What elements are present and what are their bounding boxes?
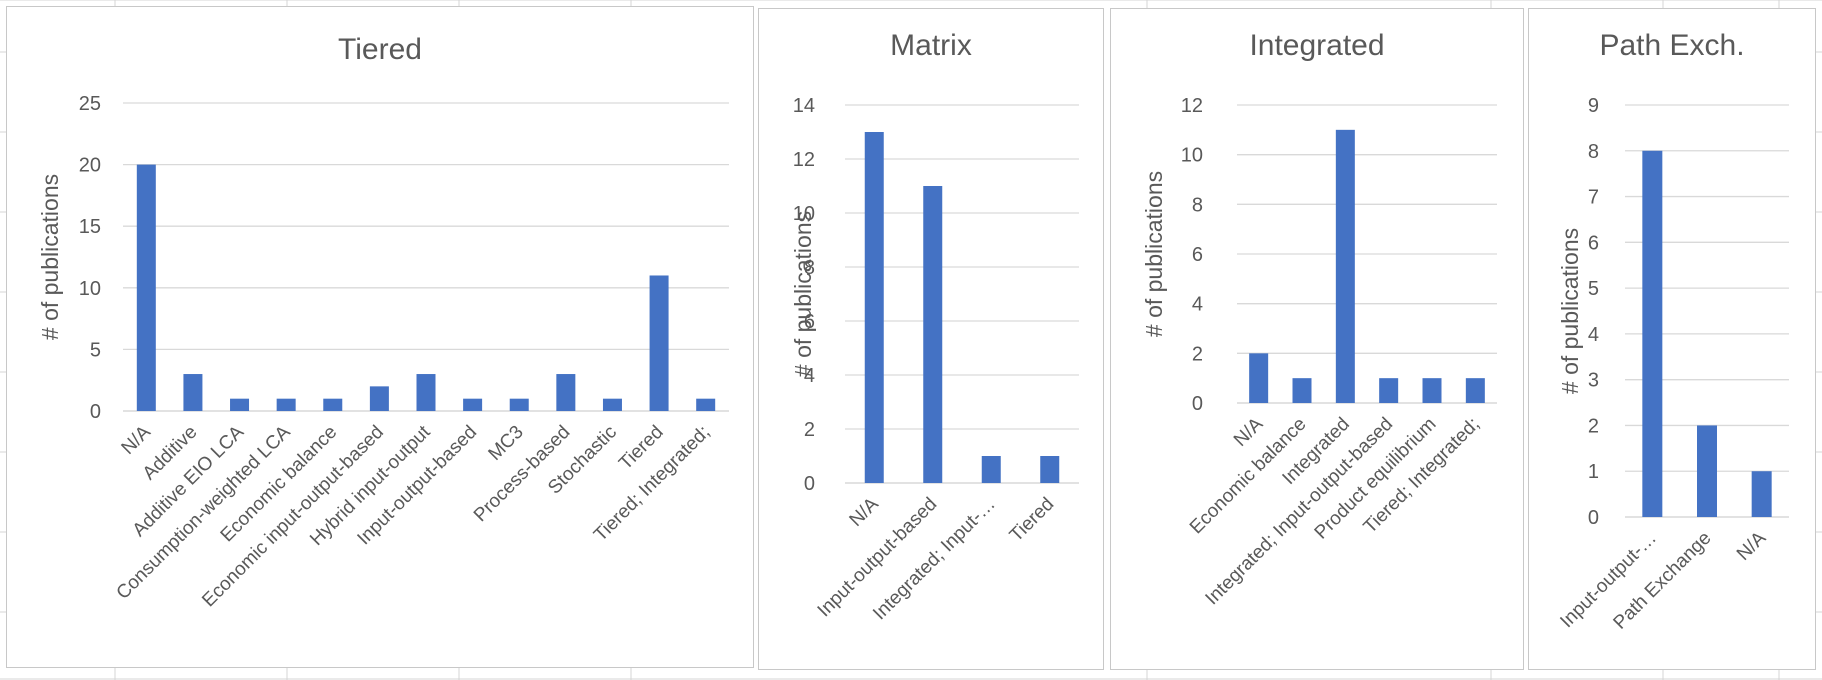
y-tick-label: 1 (1588, 461, 1599, 483)
chart-title: Matrix (890, 29, 972, 62)
chart-panel-integrated[interactable]: Integrated 0 2 4 6 8 10 12 # of publications N/A E… (1110, 8, 1524, 670)
bar[interactable] (509, 398, 529, 411)
y-tick-label: 7 (1588, 187, 1599, 209)
y-axis-label: # of publications (1141, 171, 1167, 337)
x-tick-label: N/A (1230, 413, 1267, 450)
y-tick-label: 8 (804, 257, 815, 279)
y-tick-label: 4 (804, 365, 815, 387)
x-tick-label: MC3 (485, 422, 528, 465)
y-tick-label: 0 (1588, 507, 1599, 529)
y-tick-label: 8 (1588, 141, 1599, 163)
x-tick-label: Path Exchange (1610, 528, 1716, 634)
bar[interactable] (649, 275, 669, 411)
y-axis-label: # of publications (1557, 228, 1583, 394)
bar[interactable] (416, 374, 436, 411)
bar[interactable] (1335, 129, 1355, 403)
bar[interactable] (183, 374, 203, 411)
y-tick-label: 12 (1181, 95, 1203, 117)
bar[interactable] (981, 456, 1001, 483)
y-tick-label: 2 (1588, 415, 1599, 437)
y-tick-label: 8 (1192, 194, 1203, 216)
chart-title: Integrated (1249, 29, 1384, 62)
x-tick-label: Input-output-… (1556, 528, 1660, 632)
y-tick-label: 10 (1181, 145, 1203, 167)
bar[interactable] (230, 398, 250, 411)
bar[interactable] (1292, 378, 1312, 403)
y-tick-label: 5 (1588, 278, 1599, 300)
chart-svg: Path Exch. 0 1 2 3 4 5 6 7 8 9 # of publications Inp… (1556, 29, 1789, 634)
y-tick-label: 14 (793, 95, 815, 117)
bar[interactable] (1642, 150, 1663, 517)
y-tick-label: 2 (804, 419, 815, 441)
bar[interactable] (1465, 378, 1485, 403)
y-tick-label: 5 (90, 339, 101, 361)
bar[interactable] (1249, 353, 1269, 403)
y-tick-label: 0 (1192, 393, 1203, 415)
y-tick-label: 4 (1192, 294, 1203, 316)
bar[interactable] (1422, 378, 1442, 403)
bar[interactable] (556, 374, 576, 411)
y-axis-label: # of publications (37, 174, 63, 340)
y-tick-label: 20 (79, 155, 101, 177)
chart-title: Tiered (338, 33, 422, 66)
bar[interactable] (136, 164, 156, 411)
bar[interactable] (463, 398, 483, 411)
x-tick-label: Tiered (1006, 494, 1058, 546)
y-tick-label: 6 (1588, 232, 1599, 254)
y-axis-label: # of publications (790, 211, 816, 377)
bar[interactable] (1379, 378, 1399, 403)
bar[interactable] (369, 386, 389, 411)
bar[interactable] (1751, 471, 1772, 517)
bar[interactable] (323, 398, 343, 411)
chart-panel-matrix[interactable]: Matrix 0 2 4 6 8 10 12 14 # of publications N/A Inp… (758, 8, 1104, 670)
y-tick-label: 6 (804, 311, 815, 333)
chart-panel-tiered[interactable]: Tiered 0 5 10 15 20 25 # of publications N/A Addi… (6, 6, 754, 668)
y-tick-label: 25 (79, 93, 101, 115)
bar[interactable] (602, 398, 622, 411)
y-tick-label: 10 (79, 278, 101, 300)
y-tick-label: 6 (1192, 244, 1203, 266)
y-tick-label: 10 (793, 203, 815, 225)
y-tick-label: 12 (793, 149, 815, 171)
y-tick-label: 15 (79, 216, 101, 238)
bar[interactable] (923, 186, 943, 483)
chart-title: Path Exch. (1599, 29, 1744, 62)
x-tick-label: N/A (846, 493, 883, 530)
x-tick-label: N/A (118, 421, 155, 458)
y-tick-label: 9 (1588, 95, 1599, 117)
bar[interactable] (696, 398, 716, 411)
bar[interactable] (276, 398, 296, 411)
x-tick-label: N/A (1733, 527, 1770, 564)
bar[interactable] (864, 132, 884, 483)
y-tick-label: 2 (1192, 343, 1203, 365)
y-tick-label: 0 (90, 401, 101, 423)
y-tick-label: 0 (804, 473, 815, 495)
chart-panel-path-exch[interactable]: Path Exch. 0 1 2 3 4 5 6 7 8 9 # of publications Inp… (1528, 8, 1816, 670)
y-tick-label: 3 (1588, 370, 1599, 392)
y-tick-label: 4 (1588, 324, 1599, 346)
bar[interactable] (1697, 425, 1717, 517)
x-tick-label: Integrated; Input-output-based (1202, 414, 1398, 610)
bar[interactable] (1040, 456, 1060, 483)
